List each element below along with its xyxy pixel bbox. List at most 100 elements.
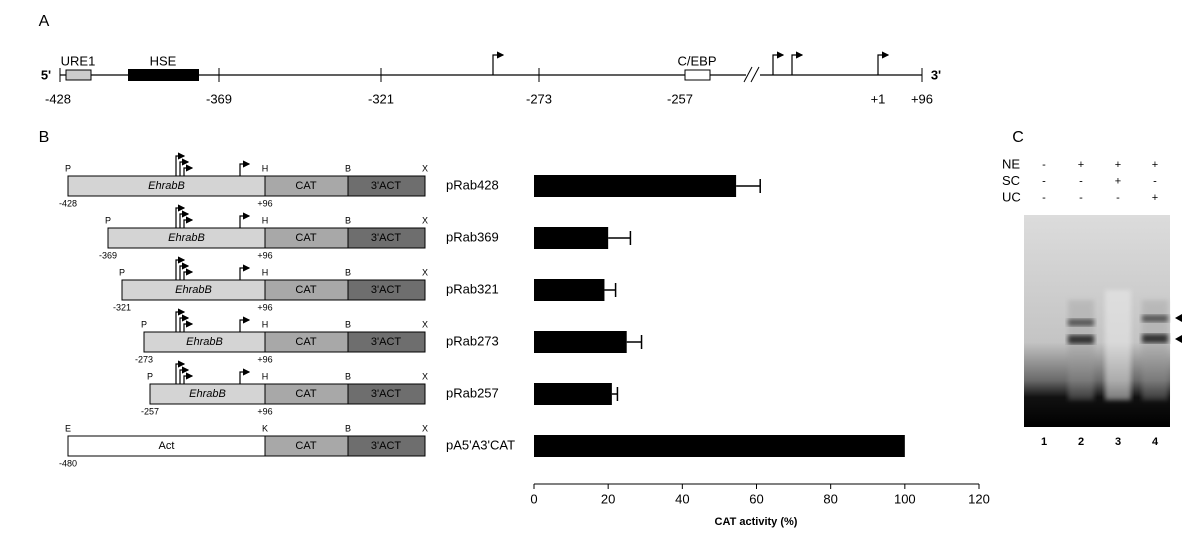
gel-image bbox=[1024, 215, 1182, 427]
treatment-mark: + bbox=[1115, 159, 1121, 171]
element-label: HSE bbox=[150, 53, 177, 68]
position-label: -257 bbox=[667, 91, 693, 106]
treatment-mark: + bbox=[1115, 175, 1121, 187]
site-label: P bbox=[119, 267, 125, 277]
site-label: H bbox=[262, 215, 269, 225]
segment-label: 3'ACT bbox=[371, 336, 401, 348]
position-label: +1 bbox=[871, 91, 886, 106]
end-label: +96 bbox=[257, 302, 272, 312]
segment-label: 3'ACT bbox=[371, 284, 401, 296]
tss-arrow bbox=[175, 152, 186, 176]
treatment-mark: - bbox=[1079, 175, 1083, 187]
tss-arrow bbox=[183, 216, 194, 228]
site-label: E bbox=[65, 423, 71, 433]
site-label: H bbox=[262, 319, 269, 329]
category-label: pRab428 bbox=[446, 177, 499, 192]
treatment-mark: - bbox=[1042, 175, 1046, 187]
category-label: pRab369 bbox=[446, 229, 499, 244]
category-label: pRab273 bbox=[446, 333, 499, 348]
end-label: +96 bbox=[257, 250, 272, 260]
position-label: +96 bbox=[911, 91, 933, 106]
x-tick-label: 40 bbox=[675, 491, 689, 506]
end-label: +96 bbox=[257, 198, 272, 208]
act3-segment bbox=[347, 435, 426, 457]
segment-label: CAT bbox=[295, 232, 316, 244]
segment-label: 3'ACT bbox=[371, 180, 401, 192]
site-label: X bbox=[422, 371, 428, 381]
tss-arrow bbox=[239, 264, 251, 280]
tss-arrow bbox=[772, 51, 785, 75]
end-label: +96 bbox=[257, 406, 272, 416]
category-label: pRab257 bbox=[446, 385, 499, 400]
tss-arrow bbox=[175, 256, 186, 280]
lane-number: 1 bbox=[1041, 436, 1047, 448]
segment-label: EhrabB bbox=[168, 232, 205, 244]
bar bbox=[534, 175, 737, 197]
site-label: X bbox=[422, 267, 428, 277]
panel-label: B bbox=[39, 129, 50, 146]
tss-arrow bbox=[877, 51, 890, 75]
tss-arrow bbox=[179, 262, 190, 280]
treatment-mark: - bbox=[1153, 175, 1157, 187]
tss-arrow bbox=[179, 210, 190, 228]
act3-segment bbox=[347, 331, 426, 353]
lane-number: 2 bbox=[1078, 436, 1084, 448]
category-label: pA5'A3'CAT bbox=[446, 437, 515, 452]
act3-segment bbox=[347, 383, 426, 405]
x-tick-label: 80 bbox=[823, 491, 837, 506]
position-label: -321 bbox=[368, 91, 394, 106]
act3-segment bbox=[347, 279, 426, 301]
segment-label: CAT bbox=[295, 180, 316, 192]
position-label: -428 bbox=[45, 91, 71, 106]
start-label: -480 bbox=[59, 458, 77, 468]
treatment-mark: - bbox=[1116, 192, 1120, 204]
row-label: UC bbox=[1002, 189, 1021, 204]
segment-label: EhrabB bbox=[175, 284, 212, 296]
treatment-mark: + bbox=[1078, 159, 1084, 171]
tss-arrow bbox=[239, 160, 251, 176]
error-bar bbox=[604, 283, 617, 297]
site-label: B bbox=[345, 423, 351, 433]
site-label: H bbox=[262, 163, 269, 173]
site-label: H bbox=[262, 371, 269, 381]
x-tick-label: 100 bbox=[894, 491, 916, 506]
segment-label: EhrabB bbox=[189, 388, 226, 400]
site-label: K bbox=[262, 423, 268, 433]
tss-arrow bbox=[239, 212, 251, 228]
treatment-mark: - bbox=[1042, 192, 1046, 204]
segment-label: 3'ACT bbox=[371, 388, 401, 400]
segment-label: Act bbox=[159, 440, 175, 452]
site-label: P bbox=[105, 215, 111, 225]
tss-arrow bbox=[239, 368, 251, 384]
x-tick-label: 60 bbox=[749, 491, 763, 506]
segment-label: 3'ACT bbox=[371, 440, 401, 452]
start-label: -257 bbox=[141, 406, 159, 416]
tss-arrow bbox=[179, 158, 190, 176]
site-label: B bbox=[345, 267, 351, 277]
site-label: P bbox=[141, 319, 147, 329]
tss-arrow bbox=[175, 360, 186, 384]
treatment-mark: - bbox=[1042, 159, 1046, 171]
tss-arrow bbox=[175, 308, 186, 332]
segment-label: CAT bbox=[295, 336, 316, 348]
x-tick-label: 0 bbox=[530, 491, 537, 506]
bar bbox=[534, 227, 609, 249]
segment-label: EhrabB bbox=[148, 180, 185, 192]
x-tick-label: 20 bbox=[601, 491, 615, 506]
site-label: X bbox=[422, 163, 428, 173]
bar bbox=[534, 383, 612, 405]
segment-label: EhrabB bbox=[186, 336, 223, 348]
tss-arrow bbox=[791, 51, 804, 75]
bar bbox=[534, 279, 605, 301]
start-label: -321 bbox=[113, 302, 131, 312]
tss-arrow bbox=[183, 268, 194, 280]
five-prime: 5' bbox=[41, 67, 51, 82]
start-label: -428 bbox=[59, 198, 77, 208]
treatment-mark: - bbox=[1079, 192, 1083, 204]
lane-number: 4 bbox=[1152, 436, 1159, 448]
category-label: pRab321 bbox=[446, 281, 499, 296]
error-bar bbox=[611, 387, 619, 401]
x-tick-label: 120 bbox=[968, 491, 990, 506]
segment-label: 3'ACT bbox=[371, 232, 401, 244]
